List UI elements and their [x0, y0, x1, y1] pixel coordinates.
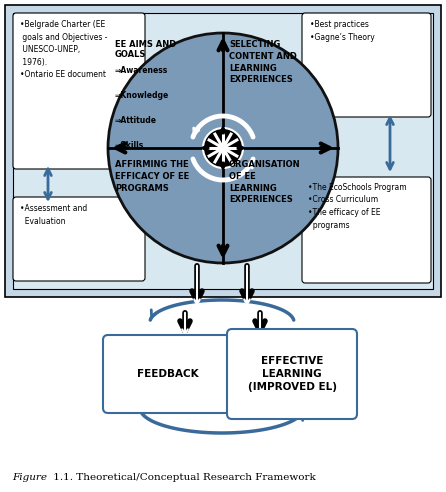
Text: AFFIRMING THE
EFFICACY OF EE
PROGRAMS: AFFIRMING THE EFFICACY OF EE PROGRAMS: [115, 160, 189, 192]
Text: •The EcoSchools Program
•Cross Curriculum
•The efficacy of EE
  programs: •The EcoSchools Program •Cross Curriculu…: [308, 183, 407, 229]
FancyBboxPatch shape: [13, 13, 145, 169]
Text: EE AIMS AND
GOALS: EE AIMS AND GOALS: [115, 40, 176, 60]
Text: FEEDBACK: FEEDBACK: [137, 369, 199, 379]
FancyBboxPatch shape: [302, 177, 431, 283]
FancyBboxPatch shape: [13, 13, 433, 289]
Text: 1.1. Theoretical/Conceptual Research Framework: 1.1. Theoretical/Conceptual Research Fra…: [50, 472, 316, 482]
Text: ⇒Awareness

⇒Knowledge

⇒Attitude

⇒Skills: ⇒Awareness ⇒Knowledge ⇒Attitude ⇒Skills: [115, 66, 169, 150]
Text: •Belgrade Charter (EE
 goals and Objectives -
 UNESCO-UNEP,
 1976).
•Ontario EE : •Belgrade Charter (EE goals and Objectiv…: [20, 20, 107, 79]
FancyBboxPatch shape: [302, 13, 431, 117]
FancyBboxPatch shape: [227, 329, 357, 419]
Text: SELECTING
CONTENT AND
LEARNING
EXPERIENCES: SELECTING CONTENT AND LEARNING EXPERIENC…: [229, 40, 297, 85]
FancyBboxPatch shape: [13, 197, 145, 281]
Text: EFFECTIVE
LEARNING
(IMPROVED EL): EFFECTIVE LEARNING (IMPROVED EL): [248, 356, 336, 392]
Circle shape: [203, 128, 243, 168]
Circle shape: [108, 33, 338, 263]
Text: •Assessment and
  Evaluation: •Assessment and Evaluation: [20, 204, 87, 225]
Text: ORGANISATION
OF EE
LEARNING
EXPERIENCES: ORGANISATION OF EE LEARNING EXPERIENCES: [229, 160, 301, 204]
FancyBboxPatch shape: [103, 335, 233, 413]
Text: Figure: Figure: [12, 472, 47, 482]
FancyBboxPatch shape: [5, 5, 441, 297]
Text: •Best practices
•Gagne’s Theory: •Best practices •Gagne’s Theory: [310, 20, 375, 41]
